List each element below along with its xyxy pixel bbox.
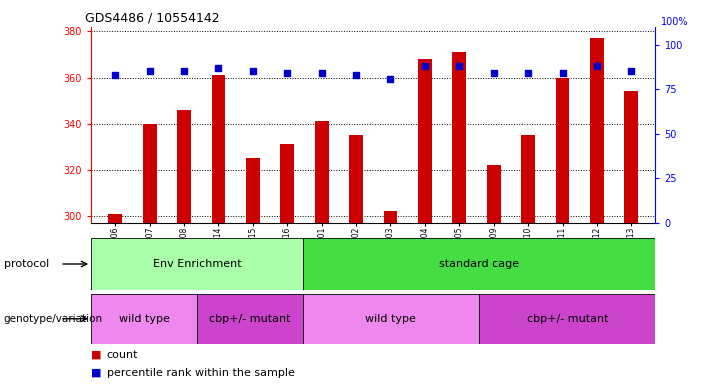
Point xyxy=(213,65,224,71)
Text: ■: ■ xyxy=(91,367,105,377)
Text: wild type: wild type xyxy=(118,314,170,324)
Text: percentile rank within the sample: percentile rank within the sample xyxy=(107,367,294,377)
Point xyxy=(247,68,259,74)
Point xyxy=(419,63,430,69)
Text: GDS4486 / 10554142: GDS4486 / 10554142 xyxy=(86,11,220,24)
Point xyxy=(179,68,190,74)
Bar xyxy=(315,121,329,223)
Bar xyxy=(522,135,535,223)
Bar xyxy=(91,294,197,344)
Bar xyxy=(212,75,225,223)
Point xyxy=(557,70,568,76)
Point xyxy=(316,70,327,76)
Point xyxy=(385,75,396,81)
Bar xyxy=(479,294,655,344)
Bar xyxy=(91,238,303,290)
Text: cbp+/- mutant: cbp+/- mutant xyxy=(526,314,608,324)
Text: count: count xyxy=(107,350,138,360)
Bar xyxy=(197,294,303,344)
Text: 100%: 100% xyxy=(661,17,688,27)
Bar xyxy=(418,59,432,223)
Point xyxy=(488,70,499,76)
Text: wild type: wild type xyxy=(365,314,416,324)
Bar xyxy=(303,238,655,290)
Point xyxy=(350,72,362,78)
Point xyxy=(522,70,533,76)
Text: standard cage: standard cage xyxy=(439,259,519,269)
Bar xyxy=(246,158,260,223)
Point xyxy=(626,68,637,74)
Text: cbp+/- mutant: cbp+/- mutant xyxy=(209,314,291,324)
Bar xyxy=(303,294,479,344)
Point xyxy=(144,68,155,74)
Bar xyxy=(556,78,569,223)
Bar xyxy=(625,91,638,223)
Bar xyxy=(177,110,191,223)
Point xyxy=(109,72,121,78)
Text: protocol: protocol xyxy=(4,259,49,269)
Bar xyxy=(280,144,294,223)
Bar xyxy=(383,211,397,223)
Bar xyxy=(109,214,122,223)
Text: ■: ■ xyxy=(91,350,105,360)
Bar xyxy=(143,124,156,223)
Point xyxy=(454,63,465,69)
Text: genotype/variation: genotype/variation xyxy=(4,314,102,324)
Point xyxy=(592,63,603,69)
Bar xyxy=(349,135,363,223)
Bar xyxy=(590,38,604,223)
Text: Env Enrichment: Env Enrichment xyxy=(153,259,241,269)
Point xyxy=(282,70,293,76)
Bar xyxy=(486,165,501,223)
Bar xyxy=(452,52,466,223)
